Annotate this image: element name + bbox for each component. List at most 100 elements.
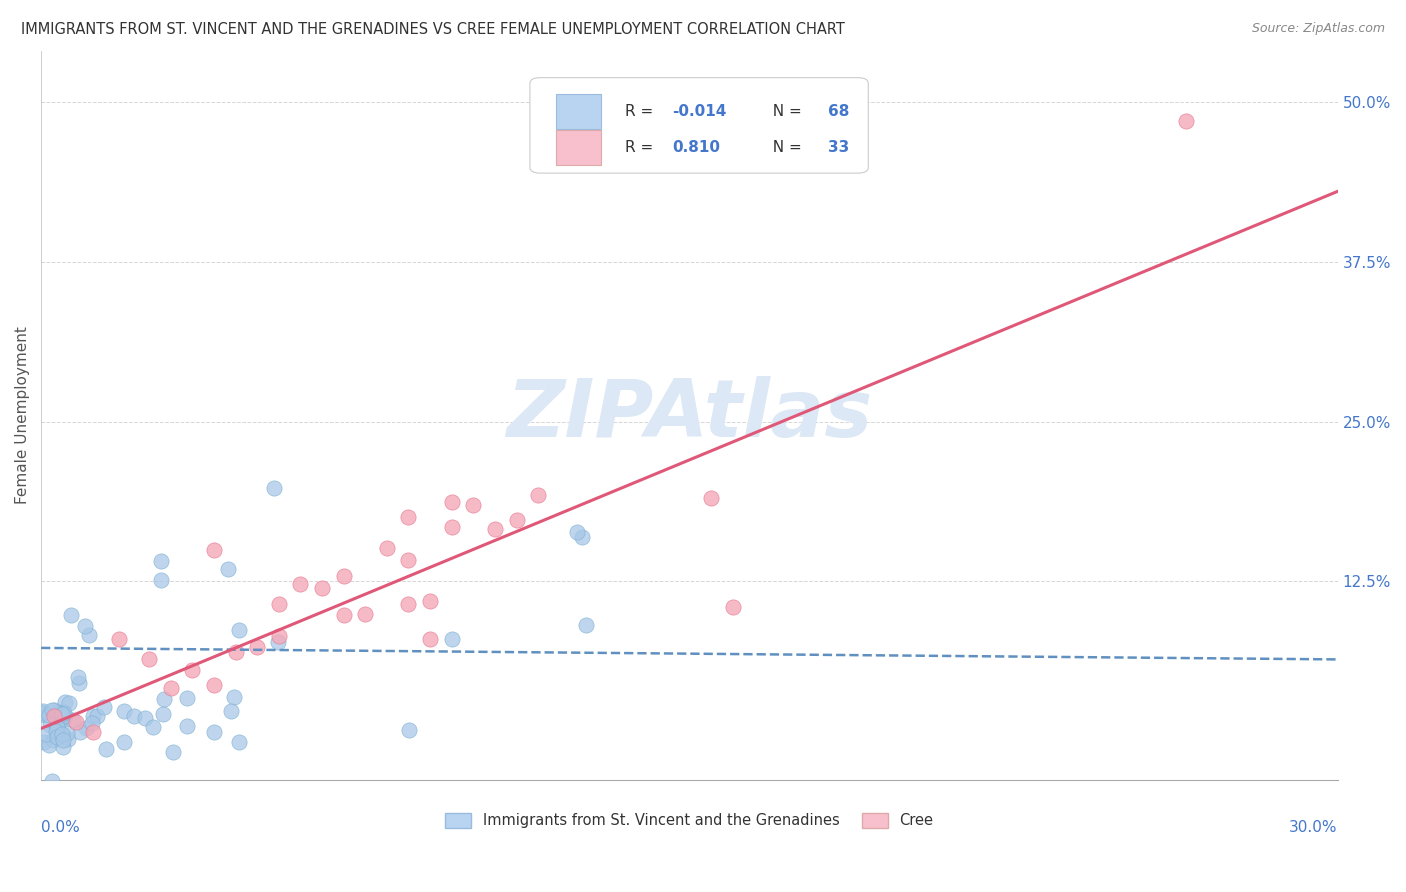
Point [56,732,79,747]
Point [484,522,506,536]
Text: 33: 33 [828,140,849,155]
Point [38,738,60,752]
Point [39,718,62,732]
Point [398,553,420,567]
Point [150,554,173,568]
Text: -0.014: -0.014 [672,103,727,119]
Point [46,706,69,720]
Point [51,727,73,741]
Point [112,704,135,718]
Point [122,709,145,723]
Text: 68: 68 [828,103,849,119]
Text: 0.0%: 0.0% [41,820,80,835]
Point [142,720,165,734]
Point [565,524,588,539]
Point [290,577,312,591]
Point [721,599,744,614]
Point [52,740,75,755]
Point [112,735,135,749]
Point [354,607,377,621]
Point [44,703,66,717]
Text: R =: R = [624,140,658,155]
FancyBboxPatch shape [555,130,602,165]
Point [225,645,247,659]
Text: IMMIGRANTS FROM ST. VINCENT AND THE GRENADINES VS CREE FEMALE UNEMPLOYMENT CORRE: IMMIGRANTS FROM ST. VINCENT AND THE GREN… [21,22,845,37]
Point [42,733,65,747]
Point [31,706,53,720]
Point [58,696,80,710]
Point [134,710,156,724]
Point [228,735,250,749]
Point [419,594,441,608]
Text: R =: R = [624,103,658,119]
Point [398,597,420,611]
Point [700,491,723,506]
Point [176,690,198,705]
Point [62,713,84,727]
Point [463,499,485,513]
Point [67,670,90,684]
Point [440,495,463,509]
Text: N =: N = [763,103,807,119]
Point [86,709,108,723]
Point [35,727,58,741]
Point [263,481,285,495]
Point [51,707,73,722]
Point [202,543,225,558]
Point [153,691,176,706]
Point [228,623,250,637]
Point [55,725,77,739]
Point [1175,114,1198,128]
Point [32,708,55,723]
Point [176,718,198,732]
Point [138,652,160,666]
Text: 30.0%: 30.0% [1289,820,1337,835]
Point [41,774,63,789]
Point [53,695,76,709]
Point [49,713,72,727]
Point [80,715,103,730]
Point [65,714,87,729]
Point [202,678,225,692]
Point [311,581,333,595]
Point [246,640,269,655]
FancyBboxPatch shape [555,94,602,128]
Y-axis label: Female Unemployment: Female Unemployment [15,326,30,504]
Point [51,729,73,743]
Point [575,618,598,632]
Point [398,723,420,738]
Point [46,730,69,744]
Point [398,510,420,524]
Point [375,541,398,556]
Point [45,723,67,738]
Point [505,513,527,527]
Point [94,742,117,756]
Point [82,724,104,739]
Point [440,520,463,534]
Point [332,568,354,582]
Point [67,676,90,690]
Point [38,708,60,723]
Legend: Immigrants from St. Vincent and the Grenadines, Cree: Immigrants from St. Vincent and the Gren… [439,807,939,834]
Point [59,607,82,622]
Point [217,562,239,576]
Point [53,709,76,723]
Text: 0.810: 0.810 [672,140,720,155]
Point [149,573,172,587]
Point [77,628,100,642]
FancyBboxPatch shape [530,78,869,173]
Point [571,531,593,545]
Point [32,735,55,749]
Point [41,703,63,717]
Point [162,745,184,759]
Point [93,699,115,714]
Point [221,704,243,718]
Point [82,708,104,723]
Point [202,724,225,739]
Point [267,629,290,643]
Point [52,706,75,720]
Point [52,732,75,747]
Point [152,706,174,721]
Point [181,664,204,678]
Point [45,720,67,734]
